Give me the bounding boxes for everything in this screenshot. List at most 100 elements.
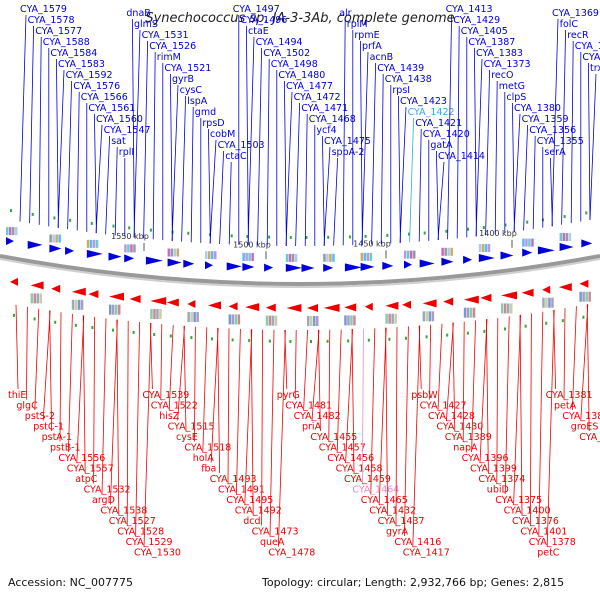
gene-label-top[interactable]: CYA_1494: [256, 37, 303, 48]
gene-label-top[interactable]: acnB: [370, 52, 394, 63]
gene-label-top[interactable]: CYA_1576: [73, 81, 120, 92]
gene-label-top[interactable]: CYA_1497: [233, 4, 280, 15]
gene-label-top[interactable]: CYA_1547: [104, 125, 151, 136]
gene-label-bottom[interactable]: CYA_1515: [168, 422, 215, 433]
gene-label-bottom[interactable]: glgC: [16, 401, 38, 412]
gene-label-bottom[interactable]: CYA_1492: [235, 506, 282, 517]
gene-label-top[interactable]: CYA_1578: [28, 15, 75, 26]
gene-label-top[interactable]: CYA_1577: [35, 26, 82, 37]
gene-label-bottom[interactable]: CYA_1417: [403, 548, 450, 559]
gene-label-bottom[interactable]: pyrG: [277, 390, 300, 401]
gene-label-bottom[interactable]: atpC: [75, 474, 98, 485]
gene-label-top[interactable]: CYA_1498: [271, 59, 318, 70]
gene-label-bottom[interactable]: CYA_1522: [151, 401, 198, 412]
gene-label-top[interactable]: glmS: [134, 19, 158, 30]
gene-label-top[interactable]: ycf4: [316, 125, 336, 136]
gene-label-top[interactable]: CYA_1475: [324, 136, 371, 147]
gene-label-top[interactable]: CYA_1588: [43, 37, 90, 48]
gene-label-top[interactable]: rpmE: [354, 30, 379, 41]
gene-label-top[interactable]: CYA_1420: [423, 129, 470, 140]
gene-label-top[interactable]: CYA_1496: [240, 15, 287, 26]
gene-label-bottom[interactable]: thiE: [8, 390, 26, 401]
gene-label-top[interactable]: CYA_1351: [582, 52, 600, 63]
gene-label-bottom[interactable]: CYA_1518: [184, 443, 231, 454]
gene-label-top[interactable]: gmd: [195, 107, 216, 118]
gene-label-top[interactable]: CYA_1480: [278, 70, 325, 81]
gene-label-top[interactable]: CYA_1566: [81, 92, 128, 103]
gene-label-top[interactable]: CYA_1561: [88, 103, 135, 114]
gene-label-top[interactable]: CYA_1439: [377, 63, 424, 74]
gene-label-top[interactable]: gatA: [430, 140, 453, 151]
gene-label-top[interactable]: CYA_1592: [66, 70, 113, 81]
gene-label-bottom[interactable]: CYA_1381: [546, 390, 593, 401]
gene-label-bottom[interactable]: CYA_1375: [495, 495, 542, 506]
gene-label-bottom[interactable]: CYA_1456: [327, 453, 374, 464]
gene-label-top[interactable]: alr: [339, 8, 351, 19]
gene-label-top[interactable]: CYA_1373: [484, 59, 531, 70]
gene-label-bottom[interactable]: CYA_1399: [470, 464, 517, 475]
gene-label-top[interactable]: CYA_1367: [575, 41, 600, 52]
gene-label-top[interactable]: folC: [560, 19, 579, 30]
gene-label-top[interactable]: ctaE: [248, 26, 269, 37]
gene-label-bottom[interactable]: CYA_1478: [268, 548, 315, 559]
gene-label-bottom[interactable]: CYA_1539: [142, 390, 189, 401]
gene-label-bottom[interactable]: CYA_1481: [285, 401, 332, 412]
gene-label-top[interactable]: serA: [544, 147, 566, 158]
gene-label-top[interactable]: rimM: [157, 52, 181, 63]
gene-label-bottom[interactable]: CYA_1532: [84, 485, 131, 496]
gene-label-top[interactable]: CYA_1405: [461, 26, 508, 37]
gene-label-top[interactable]: CYA_1414: [438, 151, 485, 162]
gene-label-bottom[interactable]: dcd: [243, 516, 260, 527]
gene-label-top[interactable]: CYA_1421: [415, 118, 462, 129]
gene-label-top[interactable]: CYA_1429: [453, 15, 500, 26]
gene-label-bottom[interactable]: CYA_1428: [428, 411, 475, 422]
gene-label-top[interactable]: rpsD: [202, 118, 224, 129]
gene-label-bottom[interactable]: CYA_1473: [252, 527, 299, 538]
gene-label-top[interactable]: recR: [567, 30, 589, 41]
gene-label-bottom[interactable]: fba: [201, 464, 216, 475]
gene-label-bottom[interactable]: CYA_1416: [394, 537, 441, 548]
gene-label-bottom[interactable]: CYA_1376: [512, 516, 559, 527]
gene-label-bottom[interactable]: hisZ: [159, 411, 180, 422]
gene-label-top[interactable]: prfA: [362, 41, 382, 52]
gene-label-top[interactable]: recO: [491, 70, 513, 81]
gene-label-bottom[interactable]: CYA_1391: [579, 432, 600, 443]
gene-label-bottom[interactable]: CYA_1527: [109, 516, 156, 527]
gene-label-top[interactable]: CYA_1413: [446, 4, 493, 15]
gene-label-top[interactable]: CYA_1526: [149, 41, 196, 52]
gene-label-top[interactable]: lspA: [187, 96, 208, 107]
gene-label-bottom[interactable]: priA: [302, 422, 322, 433]
gene-label-bottom[interactable]: cysE: [176, 432, 198, 443]
gene-label-bottom[interactable]: CYA_1437: [378, 516, 425, 527]
gene-label-bottom[interactable]: CYA_1378: [529, 537, 576, 548]
gene-label-bottom[interactable]: gyrA: [386, 527, 409, 538]
gene-label-bottom[interactable]: psbW: [411, 390, 438, 401]
gene-label-top[interactable]: dnaB: [126, 8, 150, 19]
gene-label-top[interactable]: CYA_1380: [514, 103, 561, 114]
gene-label-bottom[interactable]: CYA_1430: [436, 422, 483, 433]
gene-label-top[interactable]: CYA_1356: [529, 125, 576, 136]
gene-label-top[interactable]: CYA_1387: [468, 37, 515, 48]
gene-label-top[interactable]: CYA_1521: [164, 63, 211, 74]
gene-label-bottom[interactable]: CYA_1556: [58, 453, 105, 464]
gene-label-top[interactable]: ctaC: [225, 151, 247, 162]
gene-label-bottom[interactable]: CYA_1482: [294, 411, 341, 422]
gene-label-bottom[interactable]: argD: [92, 495, 115, 506]
gene-label-top[interactable]: gyrB: [172, 74, 194, 85]
gene-label-top[interactable]: CYA_1422: [408, 107, 455, 118]
gene-label-top[interactable]: CYA_1583: [58, 59, 105, 70]
gene-label-bottom[interactable]: pstC-1: [33, 422, 64, 433]
gene-label-bottom[interactable]: CYA_1401: [520, 527, 567, 538]
gene-label-top[interactable]: metG: [499, 81, 525, 92]
gene-label-bottom[interactable]: petA: [554, 401, 577, 412]
gene-label-bottom[interactable]: pstS-2: [25, 411, 55, 422]
gene-label-top[interactable]: CYA_1584: [50, 48, 97, 59]
gene-label-top[interactable]: CYA_1359: [522, 114, 569, 125]
gene-label-bottom[interactable]: CYA_1538: [100, 506, 147, 517]
gene-label-top[interactable]: trxB: [590, 63, 600, 74]
gene-label-top[interactable]: CYA_1423: [400, 96, 447, 107]
gene-label-bottom[interactable]: CYA_1427: [420, 401, 467, 412]
gene-label-bottom[interactable]: CYA_1455: [310, 432, 357, 443]
gene-label-top[interactable]: CYA_1477: [286, 81, 333, 92]
gene-label-bottom[interactable]: CYA_1465: [361, 495, 408, 506]
